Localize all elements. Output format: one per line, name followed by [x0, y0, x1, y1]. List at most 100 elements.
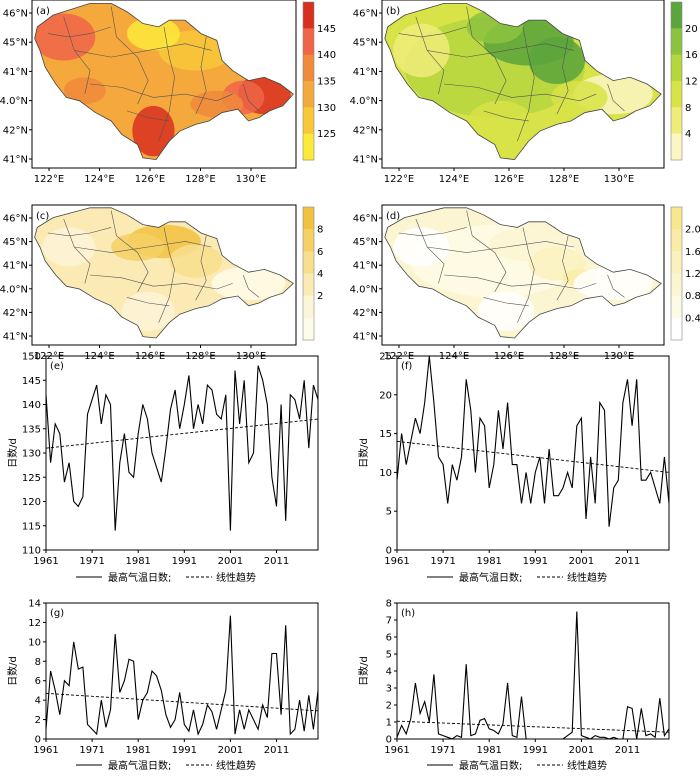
map-fill — [384, 207, 662, 338]
legend-label: 线性趋势 — [216, 759, 256, 772]
colorbar-tick: 4 — [685, 129, 691, 140]
county-boundary — [415, 218, 445, 284]
lat-label: 41°N — [353, 155, 378, 166]
data-series-line — [396, 611, 670, 740]
y-axis-label: 日数/d — [6, 656, 19, 686]
panel-label: (e) — [50, 361, 64, 372]
x-tick-label: 1961 — [384, 745, 409, 756]
y-tick-label: 0 — [386, 546, 392, 557]
y-tick-label: 8 — [35, 657, 41, 668]
province-outline — [34, 2, 294, 161]
plot-frame — [45, 355, 319, 551]
lat-label: 4.0°N — [0, 284, 28, 295]
colorbar-tick: 125 — [317, 129, 336, 140]
lat-label: 4.0°N — [0, 96, 28, 107]
line-chart-4: (h) 0 1 2 3 4 5 6 7 8 1961 1971 1981 1991 2001 2011 日数/d… — [357, 599, 670, 772]
county-boundary — [126, 297, 170, 307]
lon-label: 124°E — [439, 174, 469, 185]
province-outline — [384, 207, 662, 339]
y-tick-label: 130 — [22, 449, 41, 460]
panel-label: (g) — [50, 608, 64, 619]
lon-label: 126°E — [494, 174, 524, 185]
x-tick-label: 1971 — [430, 745, 455, 756]
colorbar-segment — [671, 2, 682, 29]
legend-label: 线性趋势 — [567, 759, 607, 772]
colorbar-segment — [303, 2, 314, 29]
county-boundary — [90, 83, 233, 102]
panel-label: (c) — [36, 211, 49, 222]
map-value-region — [169, 244, 223, 278]
colorbar-segment — [671, 273, 682, 297]
y-tick-label: 1 — [386, 718, 392, 729]
y-tick-label: 120 — [22, 497, 41, 508]
county-boundary — [110, 6, 149, 105]
trend-line — [396, 440, 670, 473]
county-boundary — [427, 43, 574, 58]
y-tick-label: 6 — [386, 633, 392, 644]
colorbar-frame — [302, 206, 315, 341]
x-tick-label: 2001 — [218, 556, 243, 567]
line-chart-1: (e) 110 115 120 125 130 135 140 145 150 1961 1971 19… — [6, 352, 319, 584]
legend-label: 最高气温日数; — [108, 759, 171, 772]
x-tick-label: 1981 — [125, 745, 150, 756]
province-outline — [384, 2, 662, 161]
x-tick-label: 1961 — [33, 745, 58, 756]
y-tick-label: 14 — [28, 599, 41, 610]
y-tick-label: 5 — [386, 507, 392, 518]
colorbar-frame — [302, 1, 315, 161]
lat-label: 41°N — [353, 332, 378, 343]
x-tick-label: 2001 — [218, 745, 243, 756]
colorbar-segment — [671, 251, 682, 274]
x-tick-label: 1971 — [430, 556, 455, 567]
map-panel-1: (a) 46°N 45°N 41°N 4.0°N 42°N 41°N 122°E 124°E 12… — [0, 0, 336, 185]
map-frame — [381, 204, 665, 346]
lon-label: 128°E — [185, 174, 215, 185]
county-boundary — [607, 83, 625, 112]
map-fill — [34, 207, 294, 338]
map-value-region — [42, 227, 96, 267]
lat-label: 45°N — [353, 38, 378, 49]
legend-label: 最高气温日数; — [459, 759, 522, 772]
x-tick-label: 1991 — [172, 556, 197, 567]
colorbar-tick: 140 — [317, 50, 336, 61]
x-tick-label: 1961 — [384, 556, 409, 567]
county-boundary — [607, 274, 625, 298]
y-tick-label: 145 — [22, 376, 41, 387]
x-tick-label: 2011 — [264, 556, 289, 567]
y-tick-label: 0 — [386, 735, 392, 746]
county-boundary — [63, 16, 91, 95]
county-boundary — [74, 241, 212, 253]
colorbar-segment — [303, 54, 314, 82]
county-boundary — [466, 210, 507, 292]
colorbar-tick: 1.6 — [685, 247, 700, 258]
x-tick-label: 2011 — [615, 745, 640, 756]
map-frame — [31, 0, 297, 169]
data-series-line — [45, 615, 319, 736]
y-tick-label: 10 — [28, 637, 41, 648]
x-tick-label: 2001 — [569, 745, 594, 756]
lat-label: 41°N — [3, 261, 28, 272]
colorbar-segment — [671, 107, 682, 135]
colorbar-tick: 0.4 — [685, 313, 700, 324]
lat-label: 41°N — [3, 67, 28, 78]
colorbar-tick: 0.8 — [685, 291, 700, 302]
map-value-region — [393, 23, 450, 78]
y-tick-label: 25 — [379, 352, 392, 363]
county-boundary — [517, 227, 535, 323]
colorbar-segment — [303, 107, 314, 135]
county-boundary — [242, 274, 260, 298]
y-tick-label: 115 — [22, 521, 41, 532]
colorbar-segment — [303, 28, 314, 56]
map-value-region — [573, 266, 653, 301]
lat-label: 45°N — [353, 237, 378, 248]
colorbar-segment — [671, 133, 682, 161]
colorbar-tick: 16 — [685, 50, 698, 61]
lat-label: 41°N — [3, 332, 28, 343]
y-axis-label: 日数/d — [6, 438, 19, 468]
y-tick-label: 5 — [386, 650, 392, 661]
county-boundary — [444, 83, 597, 102]
plot-frame — [396, 355, 670, 551]
